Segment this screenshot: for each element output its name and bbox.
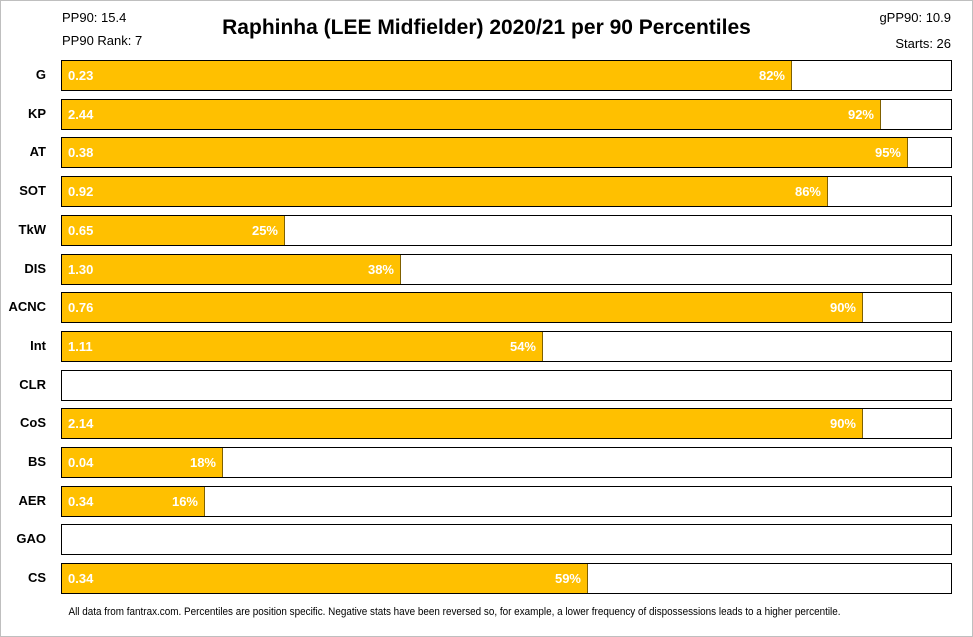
- pp90-stat: PP90: 15.4: [62, 10, 127, 25]
- bar: [62, 100, 881, 129]
- bar: [62, 177, 828, 206]
- value-label: 0.34: [68, 494, 94, 509]
- footnote: All data from fantrax.com. Percentiles a…: [68, 606, 841, 618]
- category-label: AT: [29, 144, 46, 159]
- category-label: CLR: [19, 377, 46, 392]
- value-label: 1.30: [68, 262, 94, 277]
- bar: [62, 255, 401, 284]
- bar: [62, 487, 205, 516]
- bar: [62, 216, 285, 245]
- bar-row: 0.92 86%: [61, 176, 952, 207]
- value-label: 2.44: [68, 107, 94, 122]
- chart-title: Raphinha (LEE Midfielder) 2020/21 per 90…: [222, 16, 751, 39]
- value-label: 0.92: [68, 184, 94, 199]
- value-label: 0.23: [68, 68, 94, 83]
- value-label: 2.14: [68, 416, 94, 431]
- bar-row: [61, 524, 952, 555]
- bar: [62, 293, 863, 322]
- bar-row: 1.30 38%: [61, 254, 952, 285]
- percent-label: 16%: [171, 494, 198, 509]
- value-label: 0.04: [68, 455, 94, 470]
- pp90-rank-stat: PP90 Rank: 7: [62, 33, 143, 48]
- category-label: KP: [27, 106, 46, 121]
- bar-row: [61, 370, 952, 401]
- percent-label: 38%: [367, 262, 394, 277]
- category-label: CoS: [20, 415, 46, 430]
- bar-row: 0.65 25%: [61, 215, 952, 246]
- category-label: BS: [27, 454, 46, 469]
- percent-label: 18%: [189, 455, 216, 470]
- category-label: Int: [30, 338, 46, 353]
- starts-stat: Starts: 26: [895, 36, 951, 51]
- bar-row: 0.34 59%: [61, 563, 952, 594]
- percent-label: 59%: [554, 571, 581, 586]
- category-label: AER: [18, 493, 46, 508]
- category-label: GAO: [16, 531, 46, 546]
- category-label: SOT: [19, 183, 46, 198]
- percent-label: 92%: [847, 107, 874, 122]
- value-label: 0.38: [68, 145, 94, 160]
- gpp90-stat: gPP90: 10.9: [879, 10, 951, 25]
- bar: [62, 448, 223, 477]
- value-label: 0.34: [68, 571, 94, 586]
- category-label: CS: [27, 570, 46, 585]
- percent-label: 90%: [829, 416, 856, 431]
- bar: [62, 332, 543, 361]
- bar: [62, 138, 908, 167]
- bar: [62, 564, 588, 593]
- category-label: TkW: [18, 222, 46, 237]
- bar: [62, 61, 792, 90]
- percent-label: 82%: [758, 68, 785, 83]
- category-label: ACNC: [8, 299, 46, 314]
- bar-row: 2.44 92%: [61, 99, 952, 130]
- value-label: 0.65: [68, 223, 94, 238]
- category-label: G: [35, 67, 46, 82]
- category-label: DIS: [24, 261, 46, 276]
- bar-row: 1.11 54%: [61, 331, 952, 362]
- value-label: 0.76: [68, 300, 94, 315]
- percent-label: 86%: [794, 184, 821, 199]
- bar: [62, 409, 863, 438]
- bar-row: 0.34 16%: [61, 486, 952, 517]
- bar-row: 0.04 18%: [61, 447, 952, 478]
- value-label: 1.11: [68, 339, 93, 354]
- percent-label: 90%: [829, 300, 856, 315]
- percent-label: 25%: [251, 223, 278, 238]
- bar-row: 2.14 90%: [61, 408, 952, 439]
- bar-row: 0.23 82%: [61, 60, 952, 91]
- percent-label: 95%: [874, 145, 901, 160]
- bar-row: 0.38 95%: [61, 137, 952, 168]
- percent-label: 54%: [509, 339, 536, 354]
- bar-row: 0.76 90%: [61, 292, 952, 323]
